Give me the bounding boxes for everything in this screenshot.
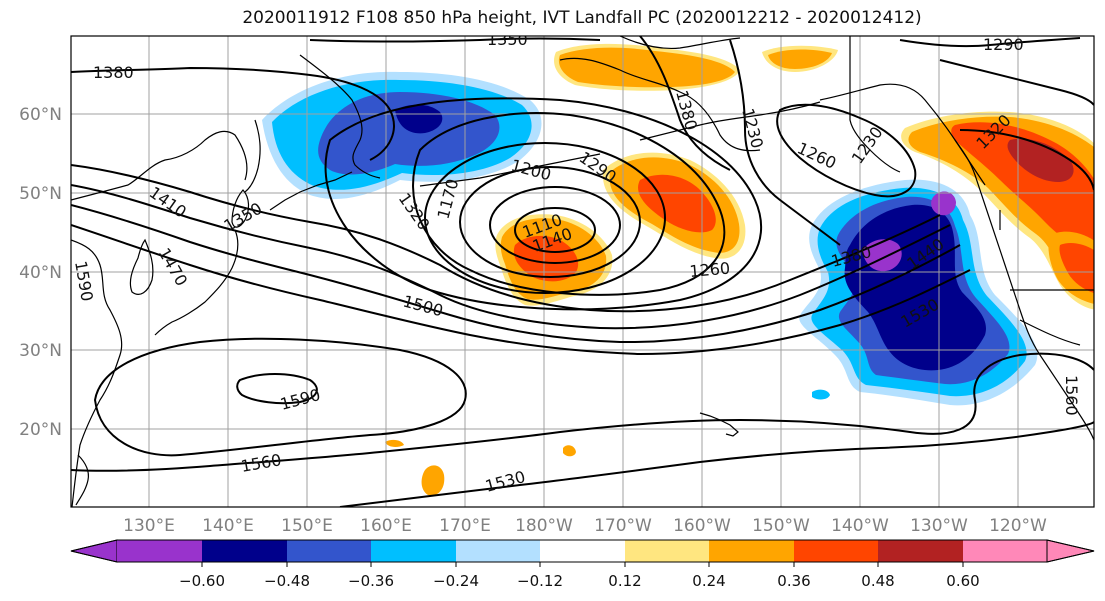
- lon-label: 170°E: [439, 516, 491, 536]
- colorbar-segment: [202, 540, 287, 562]
- colorbar-ticks: [201, 562, 964, 567]
- colorbar-segment: [878, 540, 963, 562]
- positive-spot-c: [385, 439, 404, 447]
- positive-anomaly-bering-core: [558, 47, 735, 88]
- lon-label: 160°W: [673, 516, 731, 536]
- lon-label: 140°W: [831, 516, 889, 536]
- colorbar-tick-label: 0.48: [861, 572, 894, 590]
- colorbar-tick-label: −0.12: [517, 572, 563, 590]
- positive-spot-a: [421, 465, 445, 496]
- graticule: [71, 36, 1094, 507]
- lon-label: 150°W: [752, 516, 810, 536]
- colorbar-tick-label: 0.60: [946, 572, 979, 590]
- colorbar-segment: [117, 540, 202, 562]
- contour-label: 1290: [983, 35, 1024, 54]
- colorbar-tick-label: 0.12: [608, 572, 641, 590]
- lat-label: 40°N: [19, 263, 62, 283]
- map-title: 2020011912 F108 850 hPa height, IVT Land…: [242, 8, 922, 28]
- colorbar-segment: [794, 540, 878, 562]
- contour-label: 1560: [1062, 375, 1081, 416]
- colorbar-segment: [625, 540, 709, 562]
- map-frame: [70, 35, 1095, 508]
- lon-label: 150°E: [281, 516, 333, 536]
- longitude-labels: 130°E 140°E 150°E 160°E 170°E 180°W 170°…: [123, 516, 1047, 536]
- lon-label: 180°W: [515, 516, 573, 536]
- colorbar-segment: [540, 540, 625, 562]
- colorbar-extend-low: [70, 539, 118, 563]
- lat-label: 20°N: [19, 420, 62, 440]
- colorbar-tick-label: −0.48: [264, 572, 310, 590]
- negative-anomaly-nw-pacific-core: [318, 92, 500, 175]
- lon-label: 160°E: [360, 516, 412, 536]
- contour-label: 1380: [93, 63, 134, 82]
- positive-anomaly-central-core: [638, 174, 716, 233]
- contour-label: 1260: [689, 259, 731, 281]
- lat-label: 30°N: [19, 341, 62, 361]
- lon-label: 170°W: [594, 516, 652, 536]
- lon-label: 130°W: [910, 516, 968, 536]
- lon-label: 140°E: [202, 516, 254, 536]
- lat-label: 60°N: [19, 105, 62, 125]
- height-contours: [71, 36, 1094, 507]
- positive-anomaly-california-core: [1059, 243, 1094, 294]
- colorbar: −0.60 −0.48 −0.36 −0.24 −0.12 0.12 0.24 …: [70, 539, 1095, 590]
- contour-label: 1350: [487, 30, 528, 49]
- colorbar-tick-label: −0.60: [179, 572, 225, 590]
- colorbar-segment: [963, 540, 1047, 562]
- lat-label: 50°N: [19, 184, 62, 204]
- colorbar-segment: [371, 540, 456, 562]
- negative-anomaly-nw-pacific-inner: [395, 104, 443, 134]
- positive-spot-b: [563, 445, 576, 457]
- negative-anomaly-ne-pacific-peak: [862, 191, 956, 272]
- positive-anomaly-nw-america-peak: [1007, 138, 1074, 182]
- colorbar-tick-label: −0.24: [433, 572, 479, 590]
- colorbar-segment: [456, 540, 540, 562]
- colorbar-outline: [70, 539, 1095, 563]
- negative-spot: [812, 389, 830, 400]
- latitude-labels: 60°N 50°N 40°N 30°N 20°N: [19, 105, 62, 440]
- colorbar-segment: [709, 540, 794, 562]
- coastlines: [71, 36, 1094, 507]
- colorbar-extend-high: [1046, 539, 1095, 563]
- positive-anomaly-alaska-core: [768, 49, 832, 69]
- colorbar-segment: [287, 540, 371, 562]
- colorbar-tick-label: 0.36: [777, 572, 810, 590]
- colorbar-tick-label: 0.24: [692, 572, 725, 590]
- colorbar-tick-label: −0.36: [348, 572, 394, 590]
- lon-label: 120°W: [989, 516, 1047, 536]
- lon-label: 130°E: [123, 516, 175, 536]
